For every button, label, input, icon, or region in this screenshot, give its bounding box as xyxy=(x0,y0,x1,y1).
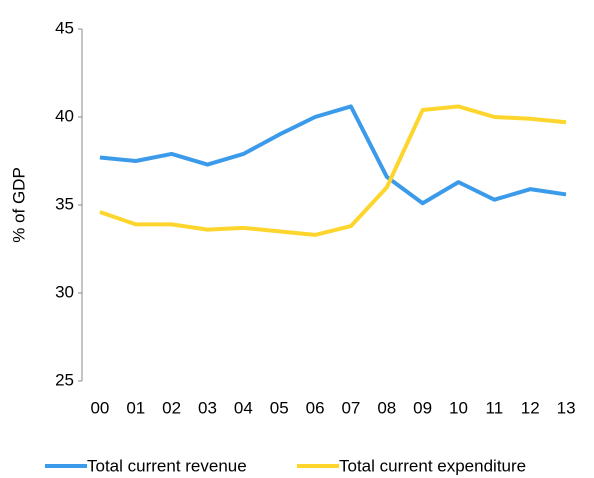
y-tick-label: 40 xyxy=(55,106,74,125)
x-tick-label: 04 xyxy=(234,398,253,417)
x-tick-label: 10 xyxy=(449,398,468,417)
x-tick-label: 09 xyxy=(413,398,432,417)
legend-label: Total current expenditure xyxy=(339,456,526,475)
x-tick-label: 03 xyxy=(198,398,217,417)
x-tick-label: 07 xyxy=(341,398,360,417)
y-axis-label: % of GDP xyxy=(9,167,28,243)
x-tick-label: 01 xyxy=(126,398,145,417)
x-tick-label: 08 xyxy=(377,398,396,417)
x-tick-label: 11 xyxy=(486,398,504,417)
x-tick-label: 06 xyxy=(306,398,325,417)
y-tick-label: 35 xyxy=(55,194,74,213)
x-tick-label: 02 xyxy=(162,398,181,417)
x-tick-label: 12 xyxy=(521,398,540,417)
series-line xyxy=(99,104,567,206)
y-tick-label: 25 xyxy=(55,370,74,389)
y-tick-label: 30 xyxy=(55,282,74,301)
x-tick-label: 13 xyxy=(557,398,576,417)
series-line xyxy=(99,104,567,237)
y-tick-label: 45 xyxy=(55,18,74,37)
x-tick-label: 00 xyxy=(90,398,109,417)
legend-label: Total current revenue xyxy=(87,456,247,475)
x-tick-label: 05 xyxy=(270,398,289,417)
